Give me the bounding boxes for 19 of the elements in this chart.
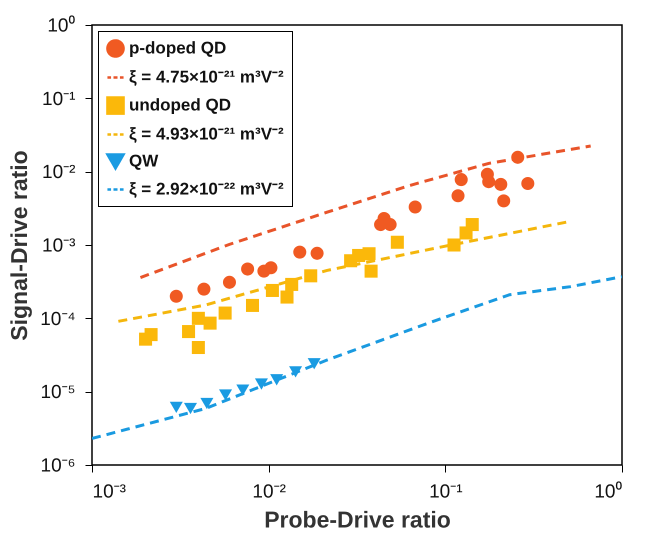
y-tick-label: 10⁻² (42, 162, 76, 184)
x-tick-label: 10⁻³ (92, 482, 126, 502)
y-axis-title: Signal-Drive ratio (6, 150, 32, 341)
y-tick-label: 10⁻¹ (42, 88, 76, 110)
legend-label: QW (129, 152, 160, 170)
legend-label: p-doped QD (129, 38, 226, 58)
legend-label: undoped QD (129, 96, 231, 114)
legend-label: ξ = 4.75×10⁻²¹ m³V⁻² (129, 68, 284, 86)
y-tick-label: 10⁻⁶ (40, 456, 76, 476)
x-tick-label: 10⁰ (594, 480, 622, 502)
x-tick-label: 10⁻¹ (429, 482, 463, 502)
y-tick-label: 10⁰ (47, 14, 76, 36)
y-tick-label: 10⁻⁴ (40, 308, 76, 330)
x-tick-label: 10⁻² (252, 482, 286, 502)
legend-label: ξ = 4.93×10⁻²¹ m³V⁻² (129, 124, 284, 144)
legend-label: ξ = 2.92×10⁻²² m³V⁻² (129, 180, 284, 198)
x-axis-title: Probe-Drive ratio (264, 506, 451, 532)
y-tick-label: 10⁻³ (42, 236, 76, 256)
y-tick-label: 10⁻⁵ (40, 382, 76, 404)
